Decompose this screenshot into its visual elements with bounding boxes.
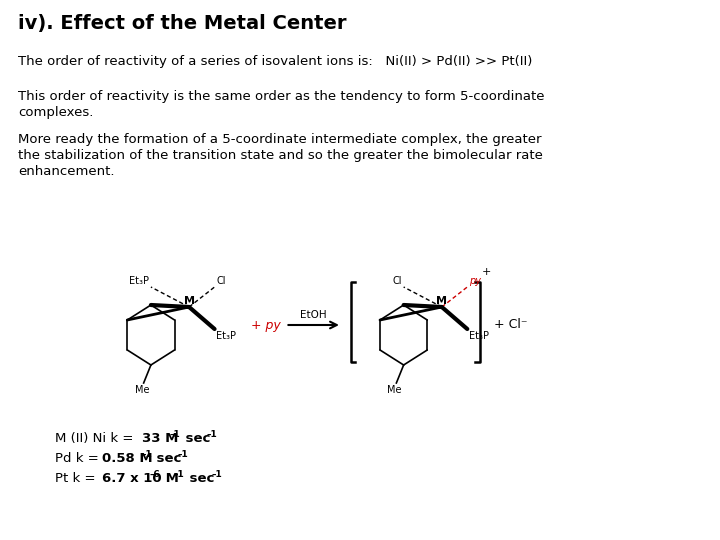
Text: Cl: Cl — [392, 276, 402, 286]
Text: Et₃P: Et₃P — [217, 331, 236, 341]
Text: + py: + py — [251, 319, 281, 332]
Text: –6: –6 — [149, 470, 160, 479]
Text: Cl: Cl — [217, 276, 226, 286]
Text: M: M — [436, 296, 447, 306]
Text: –1: –1 — [178, 450, 189, 459]
Text: Pt k =: Pt k = — [55, 472, 100, 485]
Text: Me: Me — [387, 385, 402, 395]
Text: enhancement.: enhancement. — [18, 165, 114, 178]
Text: EtOH: EtOH — [300, 310, 327, 320]
Text: Et₃P: Et₃P — [129, 276, 149, 286]
Text: sec: sec — [185, 472, 215, 485]
Text: –1: –1 — [211, 470, 222, 479]
Text: –1: –1 — [174, 470, 185, 479]
Text: Et₃P: Et₃P — [469, 331, 489, 341]
Text: +: + — [482, 267, 491, 277]
Text: iv). Effect of the Metal Center: iv). Effect of the Metal Center — [18, 14, 346, 33]
Text: 33 M: 33 M — [142, 432, 179, 445]
Text: the stabilization of the transition state and so the greater the bimolecular rat: the stabilization of the transition stat… — [18, 149, 543, 162]
Text: + Cl⁻: + Cl⁻ — [494, 319, 527, 332]
Text: py: py — [469, 276, 481, 286]
Text: M: M — [161, 472, 179, 485]
Text: The order of reactivity of a series of isovalent ions is:   Ni(II) > Pd(II) >> P: The order of reactivity of a series of i… — [18, 55, 532, 68]
Text: Pd k =: Pd k = — [55, 452, 103, 465]
Text: –1: –1 — [141, 450, 152, 459]
Text: sec: sec — [181, 432, 210, 445]
Text: Me: Me — [135, 385, 149, 395]
Text: –1: –1 — [207, 430, 217, 439]
Text: More ready the formation of a 5-coordinate intermediate complex, the greater: More ready the formation of a 5-coordina… — [18, 133, 541, 146]
Text: M (II) Ni k =: M (II) Ni k = — [55, 432, 138, 445]
Text: sec: sec — [152, 452, 181, 465]
Text: 6.7 x 10: 6.7 x 10 — [102, 472, 161, 485]
Text: –1: –1 — [170, 430, 181, 439]
Text: 0.58 M: 0.58 M — [102, 452, 153, 465]
Text: complexes.: complexes. — [18, 106, 94, 119]
Text: This order of reactivity is the same order as the tendency to form 5-coordinate: This order of reactivity is the same ord… — [18, 90, 544, 103]
Text: M: M — [184, 296, 194, 306]
